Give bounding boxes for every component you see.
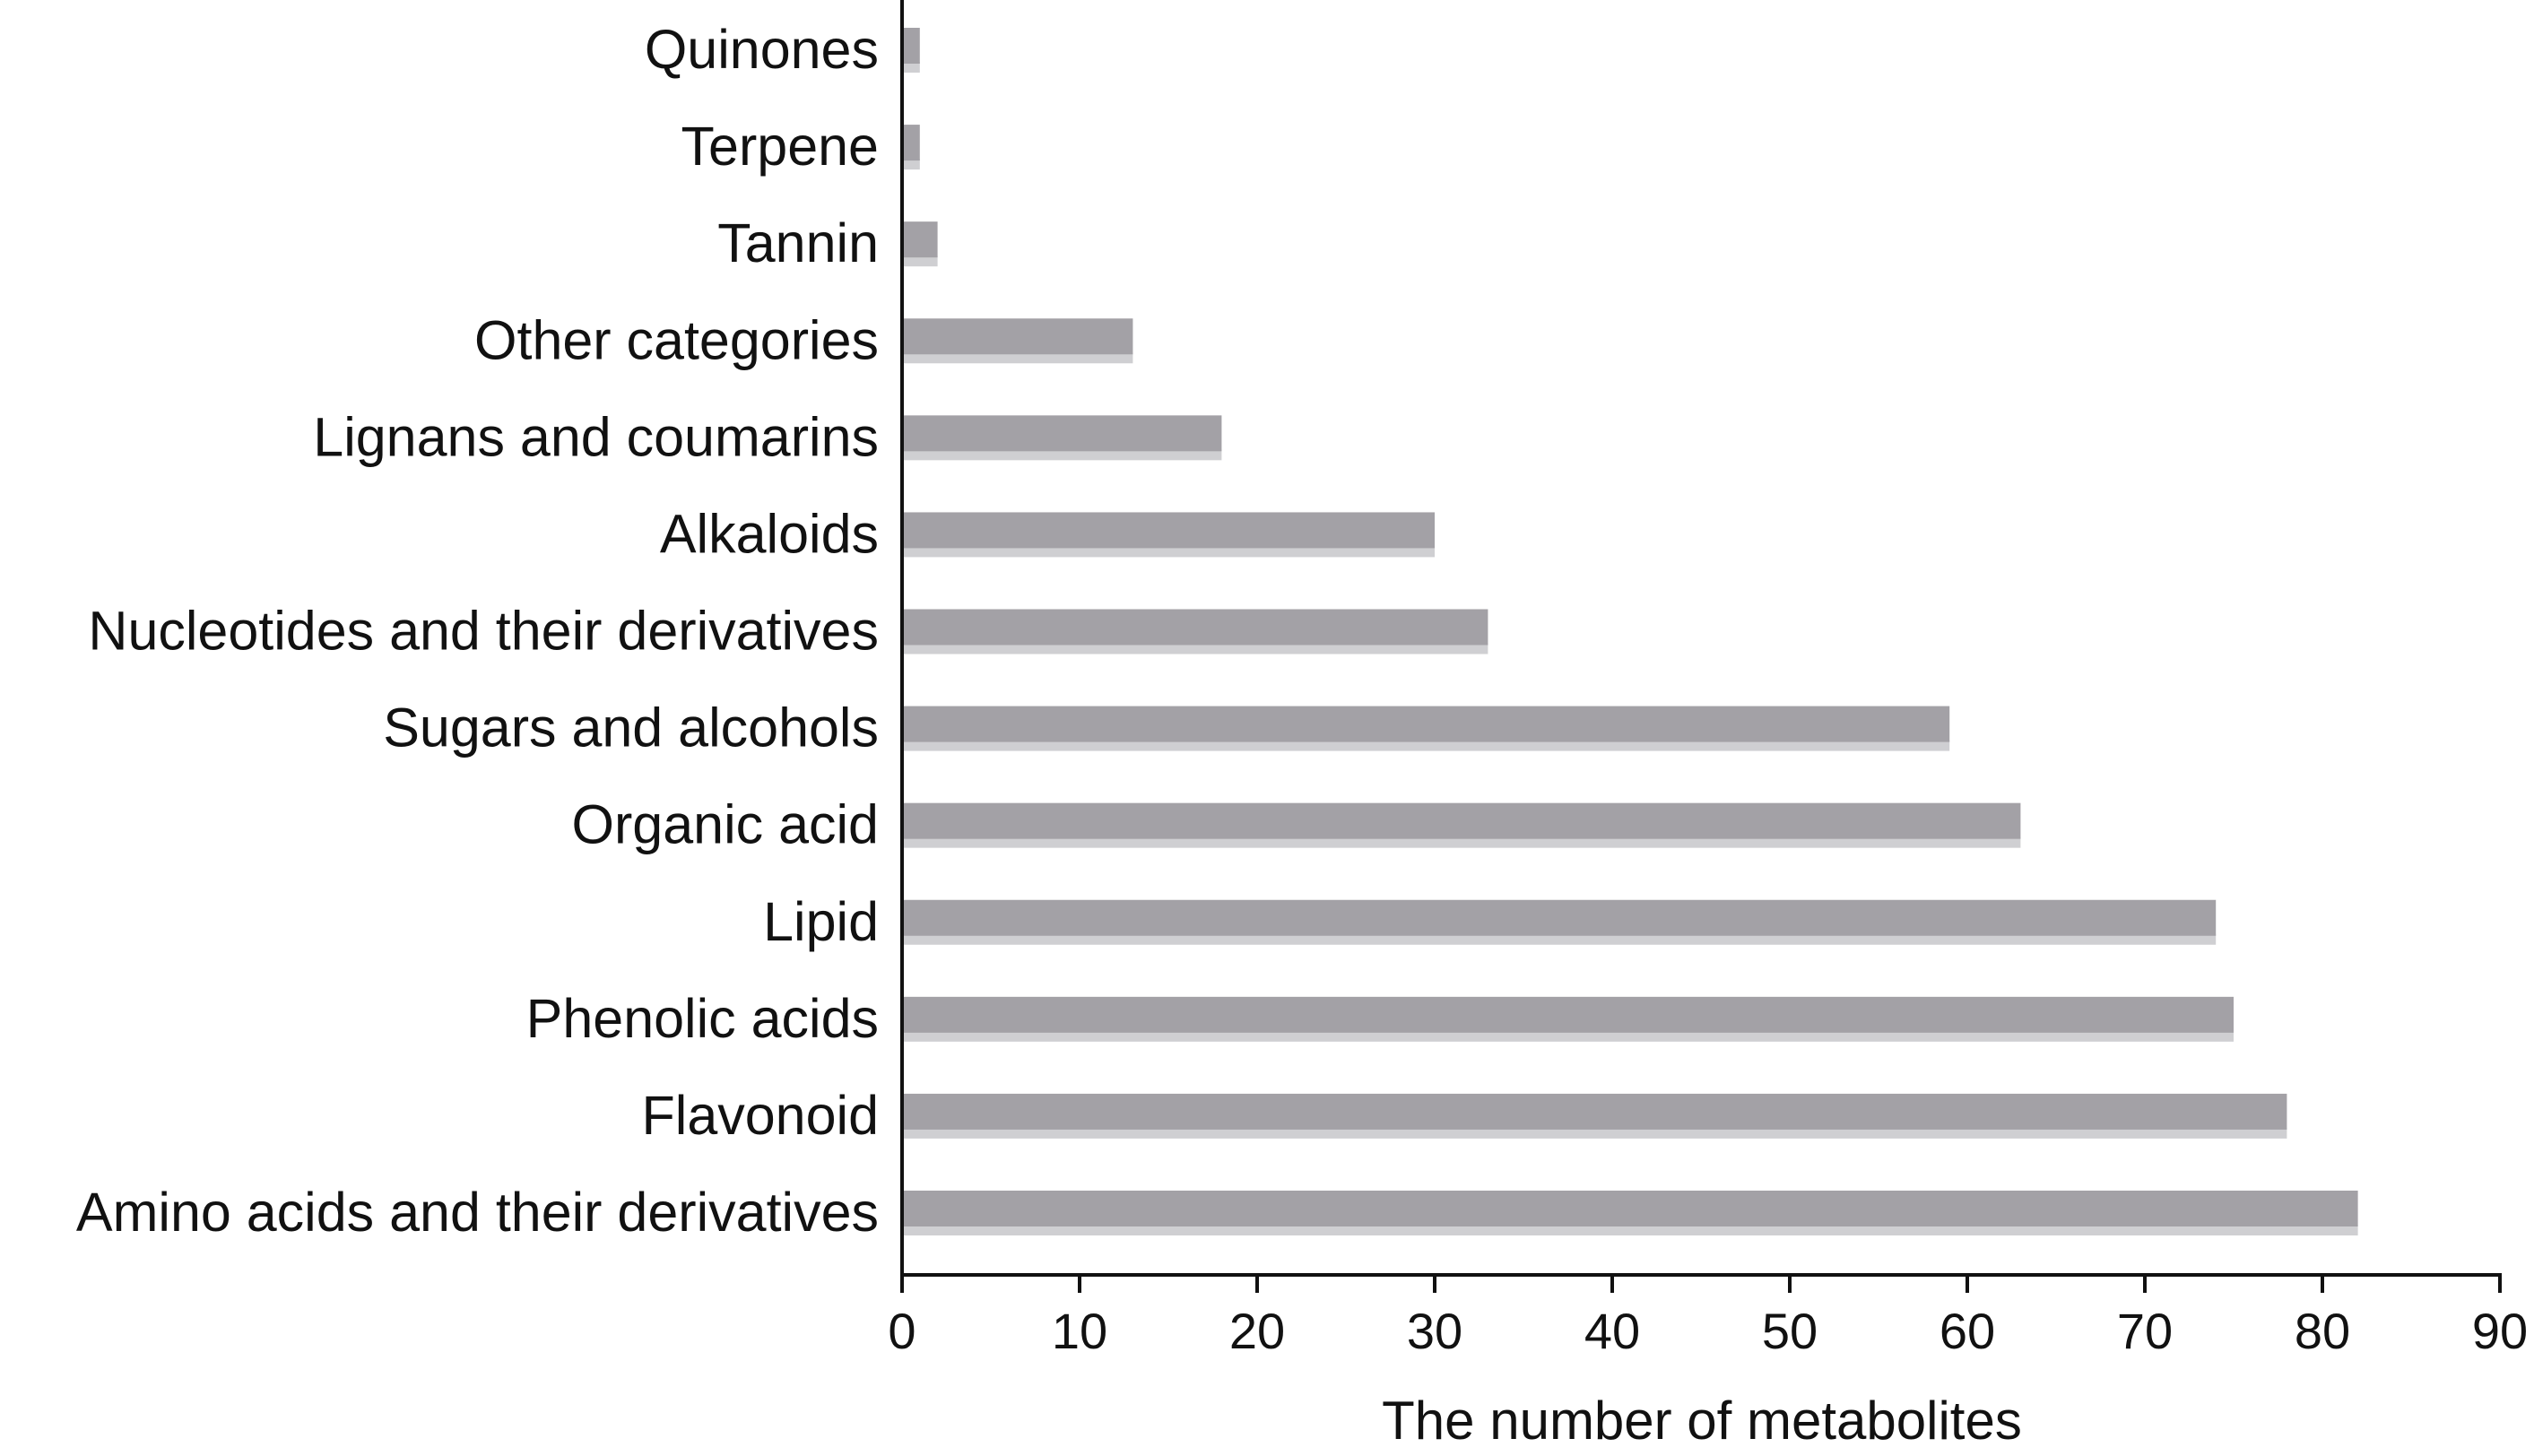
bar-fill (902, 512, 1435, 549)
axes (900, 0, 2502, 1277)
bar (902, 899, 2217, 945)
bar-fill (902, 609, 1488, 646)
bar-shadow (902, 1127, 2287, 1139)
bar-shadow (902, 62, 920, 73)
bar-shadow (902, 1030, 2234, 1042)
category-label: Other categories (474, 309, 879, 370)
bar-fill (902, 28, 920, 64)
bar-fill (902, 899, 2217, 936)
category-label: Lipid (763, 891, 879, 952)
bar-shadow (902, 1225, 2358, 1235)
category-label: Phenolic acids (526, 988, 879, 1049)
bar-shadow (902, 546, 1435, 558)
bar-shadow (902, 449, 1222, 461)
bar-shadow (902, 159, 920, 170)
category-label: Nucleotides and their derivatives (88, 601, 879, 662)
bar (902, 609, 1488, 654)
x-tick-label: 20 (1229, 1303, 1285, 1359)
x-tick-label: 10 (1052, 1303, 1107, 1359)
bars-layer (902, 28, 2358, 1235)
bar (902, 415, 1222, 461)
bar (902, 802, 2021, 848)
category-label: Alkaloids (660, 503, 879, 564)
category-label: Lignans and coumarins (313, 406, 879, 467)
bar-fill (902, 1191, 2358, 1226)
category-label: Sugars and alcohols (383, 698, 879, 758)
bar (902, 221, 938, 267)
x-tick-label: 70 (2117, 1303, 2173, 1359)
x-tick-label: 40 (1584, 1303, 1640, 1359)
category-label: Terpene (681, 116, 879, 177)
bar-fill (902, 415, 1222, 452)
bar-shadow (902, 643, 1488, 654)
x-tick-label: 80 (2295, 1303, 2350, 1359)
bar (902, 318, 1133, 364)
x-tick-label: 50 (1762, 1303, 1818, 1359)
bar-fill (902, 1093, 2287, 1130)
bar-fill (902, 221, 938, 258)
bar (902, 28, 920, 73)
category-label: Quinones (645, 19, 879, 80)
category-label: Tannin (717, 212, 879, 273)
bar (902, 1093, 2287, 1139)
bar-shadow (902, 933, 2217, 945)
bar-fill (902, 318, 1133, 355)
category-label: Amino acids and their derivatives (76, 1182, 879, 1243)
bar-fill (902, 802, 2021, 839)
bar (902, 706, 1950, 751)
bar-fill (902, 996, 2234, 1033)
bar-shadow (902, 836, 2021, 848)
category-label: Flavonoid (642, 1085, 880, 1146)
x-axis-ticks: 0 10 20 30 40 50 60 70 80 90 (888, 1275, 2528, 1359)
x-tick-label: 0 (888, 1303, 916, 1359)
category-label: Organic acid (572, 794, 879, 855)
bar-shadow (902, 740, 1950, 751)
category-labels: Quinones Terpene Tannin Other categories Lig… (76, 19, 879, 1243)
bar-shadow (902, 256, 938, 267)
bar-fill (902, 706, 1950, 742)
x-tick-label: 30 (1407, 1303, 1462, 1359)
bar-shadow (902, 352, 1133, 364)
bar (902, 125, 920, 170)
x-axis-title: The number of metabolites (1382, 1391, 2022, 1451)
bar (902, 1191, 2358, 1235)
bar (902, 996, 2234, 1042)
x-tick-label: 60 (1940, 1303, 1995, 1359)
bar-fill (902, 125, 920, 161)
bar (902, 512, 1435, 558)
x-tick-label: 90 (2472, 1303, 2528, 1359)
